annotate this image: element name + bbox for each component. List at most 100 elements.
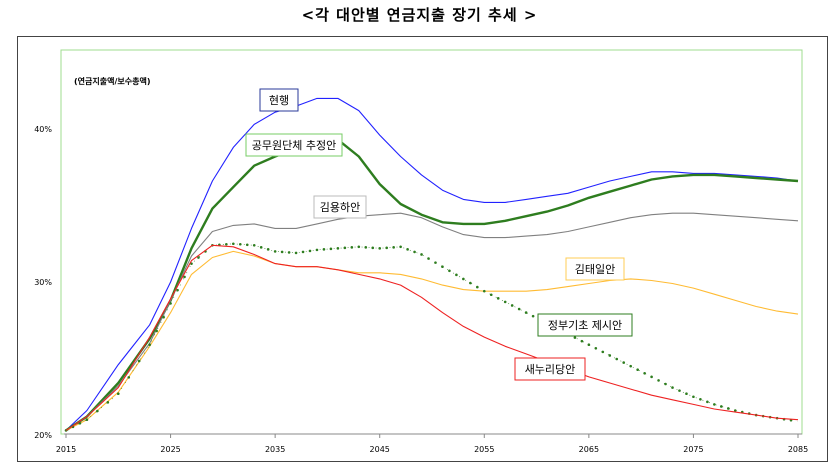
series-marker — [183, 275, 186, 279]
series-marker — [420, 253, 423, 256]
series-label: 공무원단체 추정안 — [252, 139, 336, 152]
series-marker — [106, 401, 110, 404]
series-line-3 — [65, 250, 799, 431]
series-marker — [482, 289, 486, 293]
series-marker — [657, 379, 660, 382]
x-tick-label: 2085 — [788, 445, 808, 454]
series-marker — [573, 336, 577, 339]
series-marker — [155, 329, 158, 333]
series-marker — [371, 246, 375, 250]
series-marker — [441, 265, 444, 269]
series-marker — [671, 386, 674, 389]
series-marker — [308, 249, 312, 253]
series-marker — [252, 243, 256, 247]
series-marker — [455, 273, 458, 277]
y-tick-label: 30% — [34, 278, 52, 287]
series-marker — [266, 248, 270, 251]
series-marker — [615, 357, 619, 361]
series-marker — [629, 364, 632, 368]
series-marker — [116, 392, 120, 395]
series-marker — [378, 247, 382, 250]
series-marker — [301, 250, 305, 254]
series-marker — [148, 343, 151, 347]
plot-area — [60, 49, 803, 435]
series-marker — [127, 376, 131, 379]
series-marker — [364, 246, 368, 249]
series-marker — [448, 269, 451, 273]
series-marker — [294, 251, 298, 255]
series-marker — [692, 395, 695, 399]
series-marker — [685, 392, 688, 395]
series-marker — [434, 261, 437, 264]
series-marker — [720, 405, 723, 408]
series-marker — [232, 242, 235, 246]
series-marker — [273, 250, 277, 253]
chart-frame — [17, 36, 828, 462]
x-tick-label: 2015 — [56, 445, 76, 454]
series-marker — [726, 407, 730, 410]
series-marker — [594, 347, 598, 350]
series-marker — [524, 311, 528, 314]
x-tick-label: 2065 — [579, 445, 599, 454]
series-marker — [357, 245, 361, 249]
series-label-box — [313, 195, 367, 219]
y-axis-label: (연금지출액/보수총액) — [74, 76, 150, 86]
series-marker — [636, 368, 639, 372]
y-tick-label: 40% — [34, 125, 52, 134]
series-marker — [225, 242, 228, 246]
series-lines — [64, 97, 799, 432]
series-marker — [287, 251, 291, 254]
chart-title: <각 대안별 연금지출 장기 추세 > — [301, 6, 538, 24]
series-marker — [713, 403, 716, 406]
series-label-box — [537, 313, 633, 337]
series-marker — [476, 285, 479, 289]
series-marker — [608, 354, 612, 357]
series-marker — [96, 409, 99, 413]
series-marker — [587, 343, 591, 347]
series-marker — [392, 246, 395, 249]
series-label: 김태일안 — [575, 262, 615, 276]
series-marker — [706, 400, 709, 404]
series-label: 김용하안 — [320, 200, 360, 214]
series-marker — [413, 250, 416, 254]
series-marker — [469, 281, 472, 285]
series-marker — [238, 242, 242, 246]
series-label-box — [565, 257, 625, 281]
series-marker — [517, 307, 521, 311]
series-marker — [496, 297, 500, 300]
series-line-5 — [65, 244, 799, 431]
series-marker — [385, 246, 388, 250]
y-tick-label: 20% — [34, 431, 52, 440]
series-line-0 — [65, 97, 799, 431]
x-ticks: 2015 2025 2035 2045 2055 2065 2075 2085 — [56, 434, 808, 454]
series-marker — [678, 389, 681, 392]
series-label-box — [245, 133, 343, 157]
series-marker — [190, 262, 193, 265]
series-marker — [503, 300, 507, 304]
series-marker — [343, 246, 347, 250]
series-marker — [510, 304, 514, 307]
series-marker — [601, 350, 605, 354]
series-marker — [580, 339, 584, 343]
series-marker — [489, 293, 493, 297]
series-marker — [399, 245, 402, 249]
series-label-box — [259, 88, 299, 112]
series-marker — [462, 277, 465, 281]
series-marker — [733, 409, 737, 412]
series-label: 정부기초 제시안 — [548, 319, 622, 332]
series-marker — [622, 361, 626, 364]
series-marker — [531, 314, 535, 318]
series-marker — [699, 398, 702, 401]
series-marker — [245, 243, 249, 247]
x-tick-label: 2055 — [474, 445, 494, 454]
y-ticks: 20% 30% 40% — [34, 125, 52, 440]
series-marker — [650, 375, 653, 379]
series-marker — [137, 359, 141, 363]
series-marker — [643, 371, 646, 375]
x-tick-label: 2045 — [370, 445, 390, 454]
series-marker — [664, 382, 667, 386]
x-tick-label: 2035 — [265, 445, 285, 454]
series-marker — [162, 315, 165, 319]
